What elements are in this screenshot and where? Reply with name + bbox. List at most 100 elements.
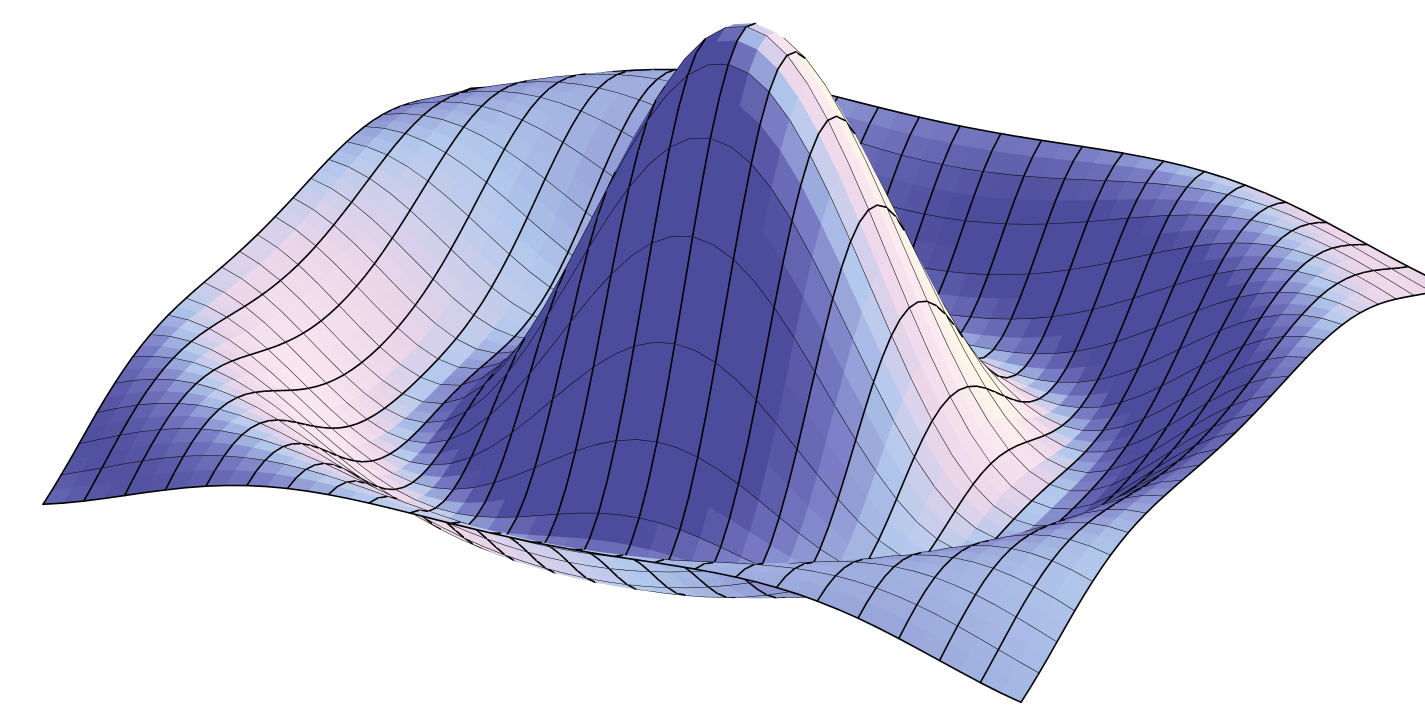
mesh-line bbox=[490, 532, 513, 539]
mesh-line bbox=[368, 166, 379, 180]
mesh-line bbox=[370, 457, 382, 462]
mesh-line bbox=[286, 476, 298, 490]
mesh-line bbox=[487, 394, 499, 419]
mesh-line bbox=[383, 400, 395, 410]
mesh-line bbox=[647, 441, 658, 485]
mesh-line bbox=[1033, 572, 1044, 588]
mesh-line bbox=[445, 338, 457, 351]
mesh-line bbox=[606, 74, 618, 82]
mesh-line bbox=[633, 294, 644, 348]
mesh-line bbox=[718, 63, 730, 99]
mesh-line bbox=[769, 517, 780, 547]
mesh-line bbox=[1022, 155, 1034, 178]
mesh-line bbox=[501, 432, 513, 462]
mesh-line bbox=[415, 422, 426, 434]
mesh-line bbox=[373, 250, 384, 265]
mesh-line bbox=[1332, 324, 1343, 334]
mesh-line bbox=[934, 304, 946, 315]
mesh-line bbox=[1165, 412, 1176, 429]
mesh-line bbox=[524, 467, 536, 497]
mesh-line bbox=[1156, 427, 1168, 443]
mesh-line bbox=[627, 151, 639, 190]
mesh-line bbox=[266, 485, 289, 490]
mesh-line bbox=[1183, 165, 1206, 173]
mesh-line bbox=[1095, 180, 1106, 202]
mesh-line bbox=[287, 264, 299, 275]
mesh-line bbox=[962, 483, 974, 499]
mesh-line bbox=[434, 500, 446, 510]
mesh-line bbox=[1131, 487, 1142, 495]
mesh-line bbox=[1123, 298, 1134, 323]
mesh-line bbox=[1006, 616, 1017, 635]
mesh-line bbox=[1247, 371, 1258, 385]
mesh-line bbox=[1296, 356, 1308, 369]
mesh-line bbox=[1033, 336, 1044, 356]
mesh-line bbox=[979, 129, 1002, 135]
mesh-line bbox=[687, 456, 699, 499]
mesh-line bbox=[904, 456, 915, 480]
mesh-line bbox=[240, 427, 252, 436]
mesh-line bbox=[508, 236, 519, 256]
mesh-line bbox=[727, 39, 738, 66]
mesh-line bbox=[252, 293, 263, 302]
mesh-line bbox=[270, 280, 281, 289]
mesh-line bbox=[796, 592, 819, 602]
mesh-line bbox=[506, 516, 518, 535]
mesh-line bbox=[1122, 152, 1145, 158]
mesh-line bbox=[140, 334, 151, 347]
mesh-line bbox=[834, 567, 845, 578]
mesh-line bbox=[1385, 298, 1397, 303]
mesh-line bbox=[336, 481, 347, 488]
mesh-line bbox=[209, 408, 220, 420]
mesh-line bbox=[226, 396, 238, 404]
mesh-line bbox=[584, 190, 596, 214]
mesh-line bbox=[656, 72, 667, 81]
mesh-line bbox=[1194, 170, 1206, 179]
mesh-line bbox=[1047, 381, 1058, 394]
mesh-line bbox=[246, 471, 257, 487]
mesh-line bbox=[737, 443, 749, 486]
mesh-line bbox=[736, 26, 747, 42]
mesh-line bbox=[372, 114, 383, 122]
mesh-line bbox=[1220, 406, 1231, 419]
mesh-line bbox=[804, 371, 816, 413]
mesh-line bbox=[859, 122, 871, 145]
mesh-line bbox=[412, 115, 424, 126]
mesh-line bbox=[393, 486, 405, 491]
mesh-line bbox=[546, 290, 558, 318]
mesh-line bbox=[843, 561, 854, 569]
mesh-line bbox=[1007, 444, 1019, 452]
mesh-line bbox=[285, 419, 297, 424]
mesh-line bbox=[204, 369, 215, 378]
mesh-line bbox=[144, 489, 167, 494]
mesh-line bbox=[1087, 379, 1099, 397]
mesh-line bbox=[785, 51, 797, 57]
mesh-line bbox=[100, 451, 112, 470]
mesh-line bbox=[229, 250, 240, 261]
mesh-line bbox=[1016, 441, 1027, 447]
mesh-line bbox=[495, 344, 507, 355]
mesh-line bbox=[1354, 271, 1365, 276]
mesh-line bbox=[448, 92, 460, 99]
mesh-line bbox=[1059, 269, 1071, 296]
mesh-line bbox=[494, 545, 505, 555]
mesh-line bbox=[547, 81, 559, 90]
mesh-line bbox=[472, 301, 484, 317]
mesh-line bbox=[533, 435, 545, 470]
mesh-line bbox=[186, 383, 197, 394]
mesh-line bbox=[173, 455, 184, 474]
mesh-line bbox=[321, 426, 332, 430]
mesh-line bbox=[1045, 200, 1057, 226]
mesh-line bbox=[347, 497, 370, 504]
mesh-line bbox=[1040, 139, 1063, 145]
mesh-line bbox=[565, 450, 577, 488]
mesh-line bbox=[1006, 374, 1017, 379]
mesh-line bbox=[723, 259, 735, 313]
mesh-line bbox=[1362, 269, 1374, 274]
mesh-line bbox=[193, 281, 205, 292]
mesh-line bbox=[1109, 239, 1120, 264]
mesh-line bbox=[1173, 264, 1184, 287]
mesh-line bbox=[109, 435, 121, 453]
mesh-line bbox=[154, 367, 165, 381]
